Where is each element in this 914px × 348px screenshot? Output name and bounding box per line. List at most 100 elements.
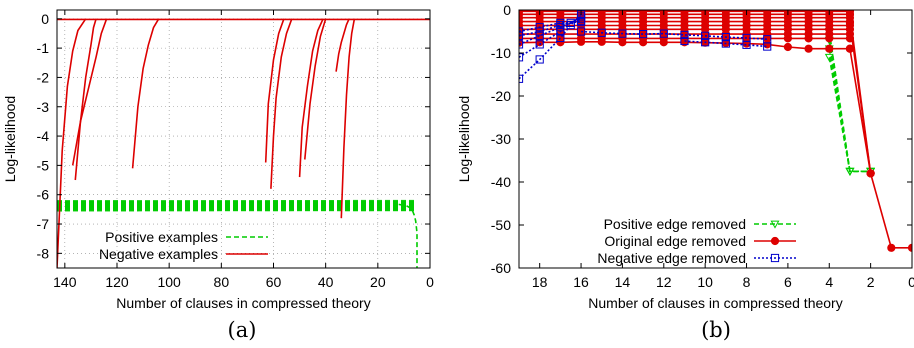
axis-ticks: 140 120 100 80 60 40 20 0 0 -1 -2 -3 -4 -5 -6 -7 -8 <box>37 10 434 290</box>
series-negative-examples-curve <box>57 18 87 268</box>
series-original-edge-removed-point <box>783 34 792 43</box>
series-original-edge-removed-line <box>849 22 872 174</box>
x-tick-label: 120 <box>105 274 129 290</box>
series-negative-edge-removed-line <box>519 13 582 80</box>
series-positive-edge-removed-point <box>824 53 834 62</box>
y-tick-label: -3 <box>37 99 50 115</box>
series-positive-edge-removed-line <box>828 48 871 173</box>
legend-marker <box>770 236 780 246</box>
series-original-edge-removed-point <box>659 38 668 47</box>
x-tick-label: 12 <box>656 274 672 290</box>
legend-label: Negative edge removed <box>597 250 746 266</box>
series-original-edge-removed-point <box>825 34 834 43</box>
series-original-edge-removed-point <box>556 38 565 47</box>
series-negative-edge-removed-point <box>721 39 730 48</box>
series-negative-edge-removed-point <box>576 17 586 27</box>
series-original-edge-removed-point <box>804 44 813 53</box>
series-negative-examples-curve <box>304 18 327 160</box>
chart-panel-b: 18 16 14 12 10 8 6 4 2 0 0 -10 -20 -30 -40 -50 -60 Posit… <box>456 2 914 342</box>
plot-frame <box>56 9 431 269</box>
panel-caption: (b) <box>701 318 731 342</box>
x-tick-label: 10 <box>697 274 713 290</box>
y-tick-label: 0 <box>41 11 49 27</box>
series-negative-edge-removed-point <box>618 29 627 38</box>
legend-marker <box>770 253 780 263</box>
series-negative-edge-removed-point <box>742 40 751 49</box>
series-negative-edge-removed-point <box>535 40 544 49</box>
series-negative-examples-curve <box>71 18 108 166</box>
series-negative-edge-removed-point <box>597 28 606 37</box>
x-tick-label: 60 <box>266 274 282 290</box>
x-tick-label: 0 <box>426 274 434 290</box>
series-original-edge-removed-point <box>597 37 606 46</box>
series-negative-edge-removed-point <box>556 18 565 27</box>
series-positive-examples-band-line <box>57 210 417 212</box>
x-tick-label: 18 <box>532 274 548 290</box>
y-axis-label: Log-likelihood <box>2 96 18 182</box>
x-axis-label: Number of clauses in compressed theory <box>588 295 842 311</box>
series-negative-edge-removed-point <box>701 38 710 47</box>
legend-label: Positive examples <box>105 229 218 245</box>
y-tick-label: -2 <box>37 69 50 85</box>
legend-label: Positive edge removed <box>604 216 746 232</box>
y-tick-label: -30 <box>491 131 511 147</box>
x-tick-label: 20 <box>370 274 386 290</box>
x-tick-label: 80 <box>214 274 230 290</box>
series-negative-edge-removed-line <box>519 21 582 33</box>
y-tick-label: -20 <box>491 88 511 104</box>
y-tick-label: 0 <box>503 2 511 18</box>
series-negative-edge-removed-point <box>680 36 689 46</box>
series-negative-examples-curve <box>298 18 324 178</box>
legend-marker <box>770 220 780 229</box>
y-axis-label: Log-likelihood <box>456 96 472 182</box>
y-tick-label: -6 <box>37 187 50 203</box>
y-tick-label: -7 <box>37 216 50 232</box>
series-positive-edge-removed-point <box>845 167 855 176</box>
x-tick-label: 40 <box>318 274 334 290</box>
x-tick-label: 100 <box>157 274 181 290</box>
y-tick-label: -4 <box>37 128 50 144</box>
series-negative-edge-removed-point <box>680 30 689 40</box>
series-negative-edge-removed-line <box>684 40 768 48</box>
x-tick-label: 2 <box>867 274 875 290</box>
series-original-edge-removed-point <box>907 243 912 252</box>
series-negative-edge-removed-point <box>639 29 648 39</box>
axis-ticks: 18 16 14 12 10 8 6 4 2 0 0 -10 -20 -30 -40 -50 -60 <box>491 2 914 290</box>
series-negative-edge-removed-point <box>535 23 544 32</box>
plot-series <box>519 10 912 252</box>
panel-caption: (a) <box>228 318 257 342</box>
y-tick-label: -5 <box>37 157 50 173</box>
x-tick-label: 14 <box>615 274 631 290</box>
series-negative-examples-curve <box>335 18 350 72</box>
series-negative-examples-curve <box>270 18 293 189</box>
series-original-edge-removed-point <box>825 44 834 53</box>
y-tick-label: -60 <box>491 260 511 276</box>
series-original-edge-removed-point <box>783 42 792 52</box>
series-negative-examples-curve <box>74 18 97 181</box>
x-tick-label: 0 <box>908 274 914 290</box>
series-original-edge-removed-point <box>845 18 855 27</box>
series-positive-examples-band-line <box>57 208 115 211</box>
series-positive-edge-removed-line <box>828 39 871 173</box>
chart-panel-a: 140 120 100 80 60 40 20 0 0 -1 -2 -3 -4 -5 -6 -7 -8 Posi… <box>2 9 434 342</box>
series-negative-edge-removed-line <box>581 30 768 40</box>
series-negative-examples-curve <box>264 18 285 163</box>
x-tick-label: 6 <box>784 274 792 290</box>
y-tick-label: -10 <box>491 45 511 61</box>
series-negative-edge-removed-point <box>576 27 586 36</box>
series-original-edge-removed-point <box>804 34 813 43</box>
series-negative-edge-removed-line <box>519 15 582 58</box>
x-tick-label: 140 <box>53 274 77 290</box>
series-negative-examples-curve <box>340 18 356 219</box>
series-negative-edge-removed-point <box>659 29 668 38</box>
series-negative-examples-curve <box>131 18 160 169</box>
series-negative-edge-removed-point <box>763 42 772 51</box>
series-original-edge-removed-point <box>639 38 648 47</box>
series-negative-edge-removed-point <box>721 32 730 42</box>
series-original-edge-removed-point <box>845 10 855 19</box>
legend-label: Original edge removed <box>604 233 746 249</box>
series-negative-edge-removed-point <box>556 33 565 43</box>
